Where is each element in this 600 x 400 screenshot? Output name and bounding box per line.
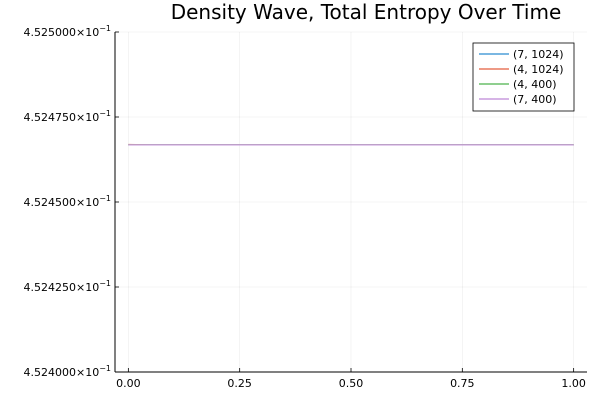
- y-tick-label-1: 4.524250×10−1: [24, 279, 112, 294]
- legend-label-3: (7, 400): [513, 93, 557, 106]
- tick-labels: 0.00 0.25 0.50 0.75 1.00 4.524000×10−1 4.52425…: [24, 24, 586, 390]
- legend-label-2: (4, 400): [513, 78, 557, 91]
- x-tick-label-3: 0.75: [450, 377, 475, 390]
- legend: (7, 1024) (4, 1024) (4, 400) (7, 400): [472, 42, 575, 112]
- y-tick-label-2: 4.524500×10−1: [24, 194, 112, 209]
- axes: [114, 31, 587, 373]
- y-tick-label-3: 4.524750×10−1: [24, 109, 112, 124]
- chart-title: Density Wave, Total Entropy Over Time: [171, 0, 562, 24]
- x-tick-label-0: 0.00: [116, 377, 141, 390]
- x-tick-label-1: 0.25: [227, 377, 252, 390]
- y-tick-label-4: 4.525000×10−1: [24, 24, 112, 39]
- x-tick-label-2: 0.50: [339, 377, 364, 390]
- legend-label-1: (4, 1024): [513, 63, 564, 76]
- legend-label-0: (7, 1024): [513, 48, 564, 61]
- y-tick-label-0: 4.524000×10−1: [24, 364, 112, 379]
- x-tick-label-4: 1.00: [561, 377, 586, 390]
